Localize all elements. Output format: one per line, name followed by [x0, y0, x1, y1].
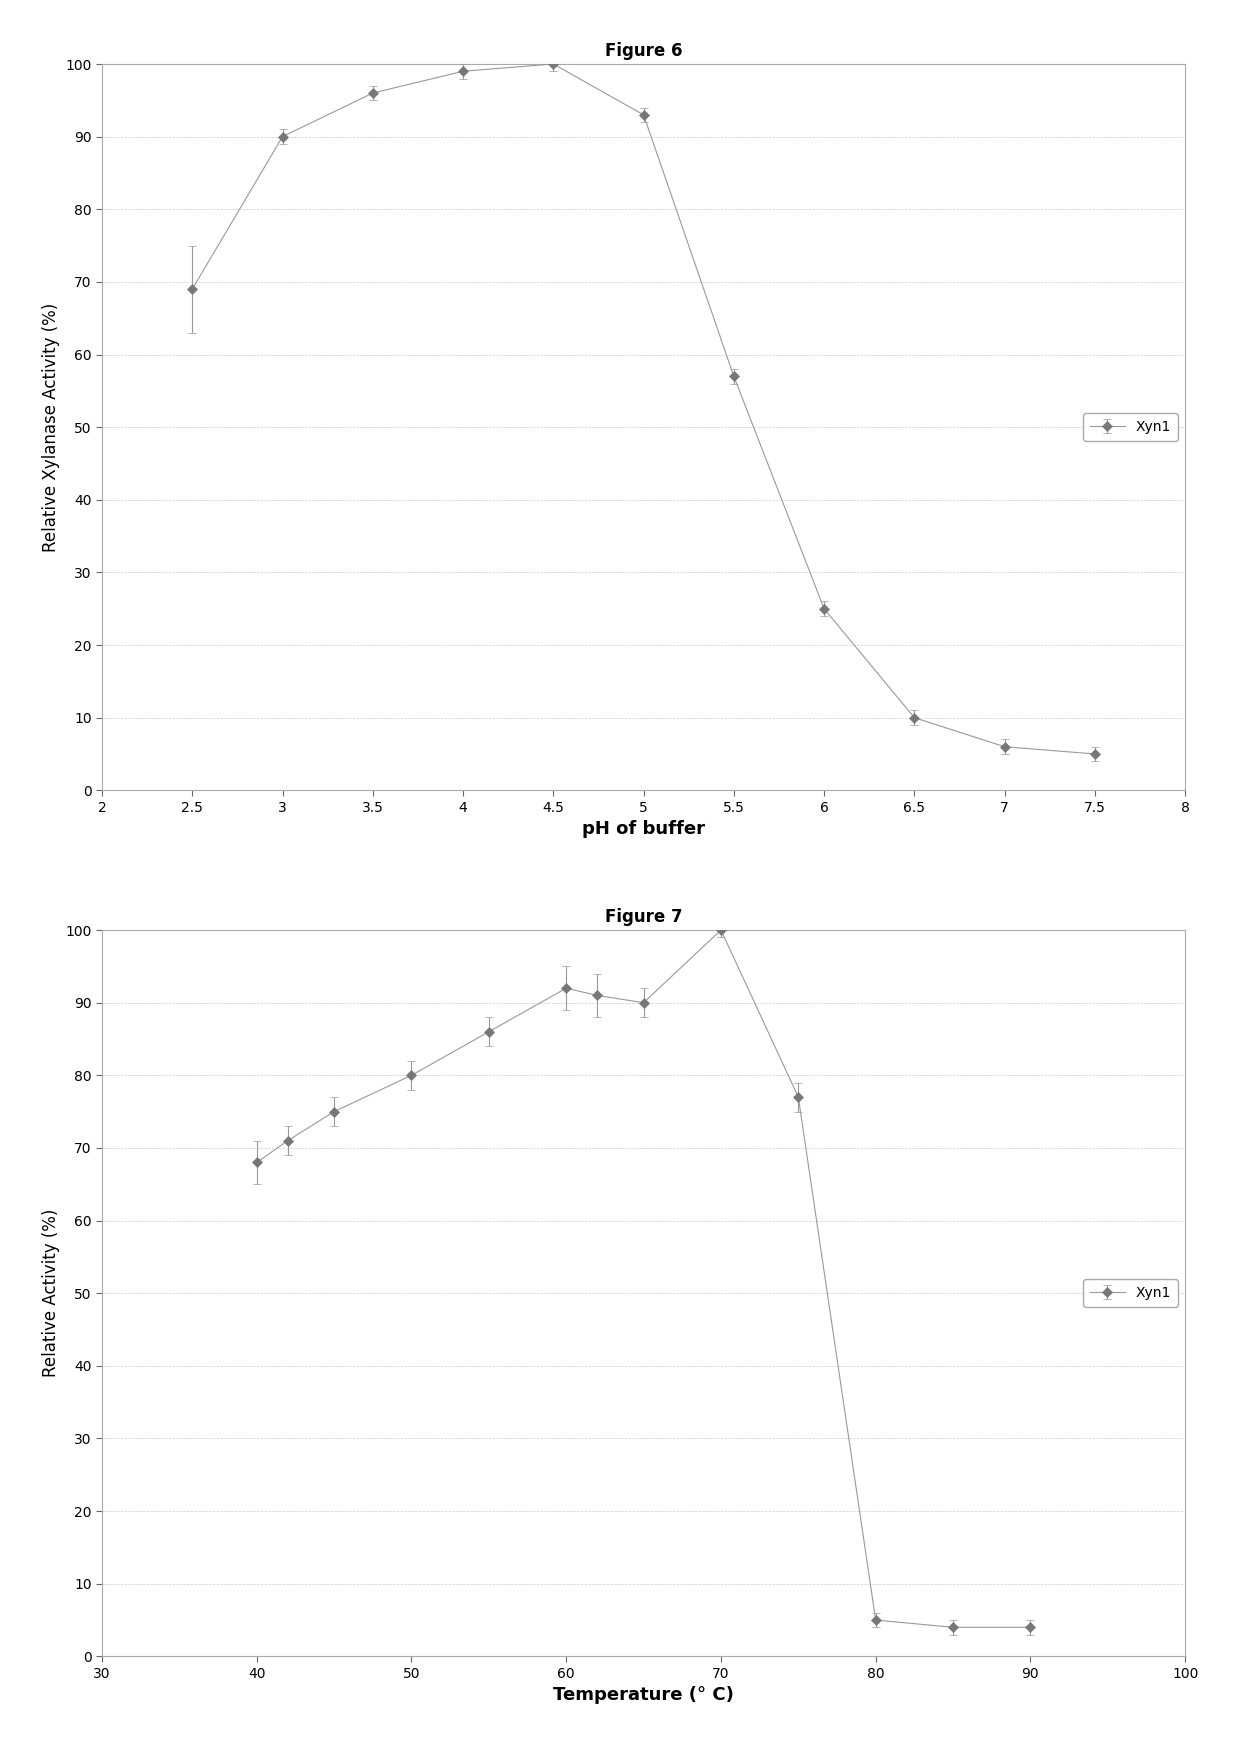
X-axis label: Temperature (° C): Temperature (° C): [553, 1687, 734, 1704]
Y-axis label: Relative Xylanase Activity (%): Relative Xylanase Activity (%): [42, 302, 60, 552]
Y-axis label: Relative Activity (%): Relative Activity (%): [42, 1208, 60, 1378]
Title: Figure 7: Figure 7: [605, 908, 682, 925]
Title: Figure 6: Figure 6: [605, 42, 682, 59]
X-axis label: pH of buffer: pH of buffer: [582, 821, 706, 838]
Legend: Xyn1: Xyn1: [1083, 1280, 1178, 1308]
Legend: Xyn1: Xyn1: [1083, 414, 1178, 442]
